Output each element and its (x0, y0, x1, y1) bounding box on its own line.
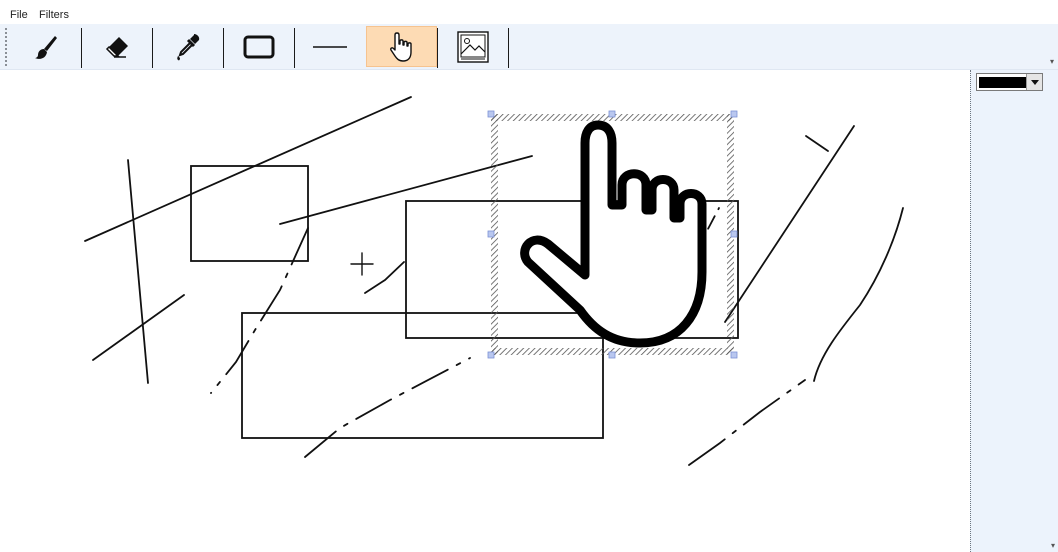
drawn-rectangle (405, 200, 739, 339)
image-tool-button[interactable] (443, 26, 503, 67)
toolbar-separator (81, 28, 82, 68)
toolbar-separator (508, 28, 509, 68)
eraser-tool-button[interactable] (87, 26, 147, 67)
properties-panel: ▾ (970, 70, 1058, 552)
selection-handle (487, 351, 495, 359)
image-icon (457, 30, 489, 63)
toolbar-separator (223, 28, 224, 68)
drawn-line (127, 159, 149, 384)
selection-box (487, 110, 738, 359)
color-swatch (979, 77, 1026, 88)
selection-handle (730, 110, 738, 118)
toolbar-separator (152, 28, 153, 68)
selection-handle (608, 110, 616, 118)
toolbar-grip[interactable] (5, 28, 9, 66)
drawn-line (279, 155, 533, 225)
dashed-stroke (210, 227, 309, 394)
chevron-down-icon (1030, 79, 1039, 85)
canvas-drawing (84, 96, 904, 466)
toolbar-overflow-icon[interactable]: ▾ (1049, 57, 1054, 66)
hand-tool-button[interactable] (366, 26, 437, 67)
drawn-rectangle (241, 312, 604, 439)
line-icon (313, 45, 347, 48)
selection-handle (487, 110, 495, 118)
hand-pointer-icon (389, 31, 412, 62)
eyedropper-tool-button[interactable] (158, 26, 218, 67)
dashed-stroke (688, 379, 806, 466)
toolbar: ▾ (0, 24, 1058, 70)
selection-handle (608, 351, 616, 359)
rectangle-icon (243, 35, 275, 58)
brush-tool-button[interactable] (16, 26, 76, 67)
drawn-line (724, 125, 855, 323)
dashed-stroke (304, 357, 471, 458)
selection-handle (487, 230, 495, 238)
menu-file[interactable]: File (10, 9, 28, 21)
drawn-line (805, 135, 829, 152)
selection-handle (730, 351, 738, 359)
toolbar-separator (437, 28, 438, 68)
eraser-icon (105, 36, 128, 58)
menu-filters[interactable]: Filters (39, 9, 69, 21)
drawing-canvas[interactable] (0, 70, 968, 552)
pasted-hand-image (520, 120, 707, 348)
stroke-color-dropdown[interactable] (976, 73, 1043, 91)
freehand-stroke (364, 261, 405, 294)
eyedropper-icon (177, 33, 200, 60)
rectangle-tool-button[interactable] (229, 26, 289, 67)
drawn-line (84, 96, 412, 242)
panel-overflow-icon[interactable]: ▾ (1050, 541, 1055, 550)
drawn-line (92, 294, 185, 361)
brush-icon (35, 35, 57, 59)
drawn-rectangle (190, 165, 309, 262)
selection-handle (730, 230, 738, 238)
line-tool-button[interactable] (300, 26, 360, 67)
toolbar-separator (294, 28, 295, 68)
freehand-stroke (813, 207, 904, 382)
menu-bar: File Filters (0, 0, 1058, 24)
dropdown-button[interactable] (1026, 74, 1042, 90)
